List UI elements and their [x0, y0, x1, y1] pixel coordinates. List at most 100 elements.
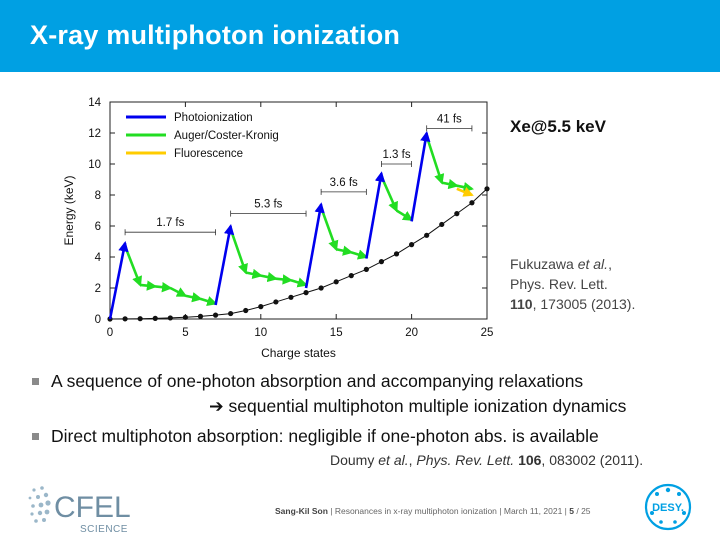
ground-state-point	[409, 242, 415, 248]
ground-state-point	[333, 279, 339, 285]
fluorescence-arrow	[456, 187, 474, 197]
cfel-logo-subtext: SCIENCE	[80, 524, 128, 535]
ground-state-point	[318, 285, 324, 291]
x-tick-label: 0	[107, 327, 113, 339]
bullet-1-text: A sequence of one-photon absorption and …	[51, 371, 584, 391]
auger-arrow	[140, 280, 158, 291]
auger-arrow	[350, 249, 369, 260]
ref1-etal: et al.	[577, 256, 609, 272]
legend-entry: Auger/Coster-Kronig	[174, 130, 279, 142]
bullet-square-icon	[32, 433, 39, 440]
ref2-authors: Doumy	[330, 452, 375, 468]
ground-state-point	[424, 232, 430, 238]
photoionization-arrow	[108, 241, 129, 320]
ground-state-point	[152, 315, 158, 321]
ground-state-point	[197, 313, 204, 319]
footer-author: Sang-Kil Son	[275, 506, 328, 516]
y-tick-label: 0	[95, 314, 101, 326]
footer-date: March 11, 2021	[503, 506, 563, 516]
ref1-rest: , 173005 (2013).	[532, 296, 636, 312]
bullet-1-continuation: ➔ sequential multiphoton multiple ioniza…	[209, 396, 626, 417]
x-tick-label: 10	[254, 327, 267, 339]
ground-state-point	[303, 290, 309, 296]
ground-state-point	[137, 316, 143, 322]
auger-arrow	[319, 206, 339, 252]
ref2-rest: , 083002 (2011).	[541, 452, 644, 468]
slide-title: X-ray multiphoton ionization	[30, 20, 401, 50]
ground-state-point	[439, 221, 445, 228]
legend-entry: Photoionization	[174, 112, 253, 124]
time-label: 1.7 fs	[156, 217, 184, 229]
y-tick-label: 8	[95, 190, 101, 202]
ground-state-point	[243, 307, 249, 314]
auger-arrow	[200, 296, 218, 307]
auger-arrow	[335, 245, 354, 256]
auger-arrow	[169, 286, 188, 297]
ground-state-point	[393, 251, 400, 257]
x-tick-label: 20	[405, 327, 418, 339]
ground-state-point	[167, 315, 173, 321]
footer-page: 5	[569, 506, 574, 516]
ref1-journal: Phys. Rev. Lett.	[510, 276, 608, 292]
bullet-2-text: Direct multiphoton absorption: negligibl…	[51, 426, 599, 446]
y-tick-label: 4	[95, 252, 102, 264]
x-tick-label: 25	[481, 327, 494, 339]
ground-state-point	[454, 211, 460, 217]
photoionization-arrow	[214, 223, 235, 306]
y-tick-label: 6	[95, 221, 101, 233]
photoionization-arrow	[304, 202, 325, 289]
ground-state-point	[363, 266, 369, 272]
ground-state-point	[469, 200, 475, 206]
ground-state-point	[378, 259, 385, 265]
auger-arrow	[155, 281, 173, 293]
time-label: 1.3 fs	[382, 149, 410, 161]
ground-state-point	[122, 316, 128, 322]
ground-state-point	[484, 186, 490, 192]
x-axis-label: Charge states	[261, 346, 336, 360]
bullet-square-icon	[32, 378, 39, 385]
ref1-authors: Fukuzawa	[510, 256, 574, 272]
y-tick-label: 2	[95, 283, 101, 295]
auger-arrow	[395, 209, 414, 221]
ref2-volume: 106	[518, 452, 542, 468]
ground-state-point	[348, 273, 354, 279]
auger-arrow	[185, 292, 203, 303]
auger-arrow	[425, 135, 445, 185]
x-tick-label: 5	[182, 327, 188, 339]
cfel-logo: CFEL SCIENCE	[28, 484, 138, 541]
ref1-volume: 110	[510, 296, 533, 312]
auger-arrow	[229, 228, 248, 275]
ground-state-point	[258, 304, 264, 310]
ground-state-point	[288, 294, 294, 300]
bullet-1: A sequence of one-photon absorption and …	[32, 371, 583, 392]
auger-arrow	[380, 175, 398, 213]
ground-state-point	[273, 299, 279, 305]
auger-arrow	[260, 271, 278, 283]
auger-arrow	[123, 245, 142, 287]
ref2-journal: Phys. Rev. Lett.	[416, 452, 515, 468]
system-label: Xe@5.5 keV	[510, 117, 606, 136]
bullet-1-continuation-text: sequential multiphoton multiple ionizati…	[228, 396, 627, 416]
y-tick-label: 12	[88, 128, 101, 140]
ground-state-point	[182, 314, 188, 320]
desy-logo-text: DESY.	[652, 502, 684, 514]
right-arrow-icon: ➔	[209, 396, 224, 416]
y-tick-label: 10	[88, 159, 101, 171]
reference-doumy: Doumy et al., Phys. Rev. Lett. 106, 0830…	[330, 452, 644, 468]
ground-state-point	[228, 310, 234, 317]
footer-total: / 25	[576, 506, 591, 516]
time-label: 5.3 fs	[254, 199, 282, 211]
legend-entry: Fluorescence	[174, 148, 243, 160]
ground-state-curve	[109, 188, 488, 320]
reference-fukuzawa: Fukuzawa et al., Phys. Rev. Lett. 110, 1…	[510, 256, 636, 312]
photoionization-arrow	[410, 130, 431, 222]
bullet-2: Direct multiphoton absorption: negligibl…	[32, 426, 599, 447]
ref2-etal: et al.	[378, 452, 409, 468]
auger-arrow	[441, 178, 459, 190]
title-bar: X-ray multiphoton ionization	[0, 0, 720, 72]
auger-arrow	[275, 274, 294, 285]
ground-state-point	[212, 312, 219, 318]
plot-frame	[109, 101, 488, 320]
auger-arrow	[290, 277, 309, 288]
x-tick-label: 15	[330, 327, 343, 339]
